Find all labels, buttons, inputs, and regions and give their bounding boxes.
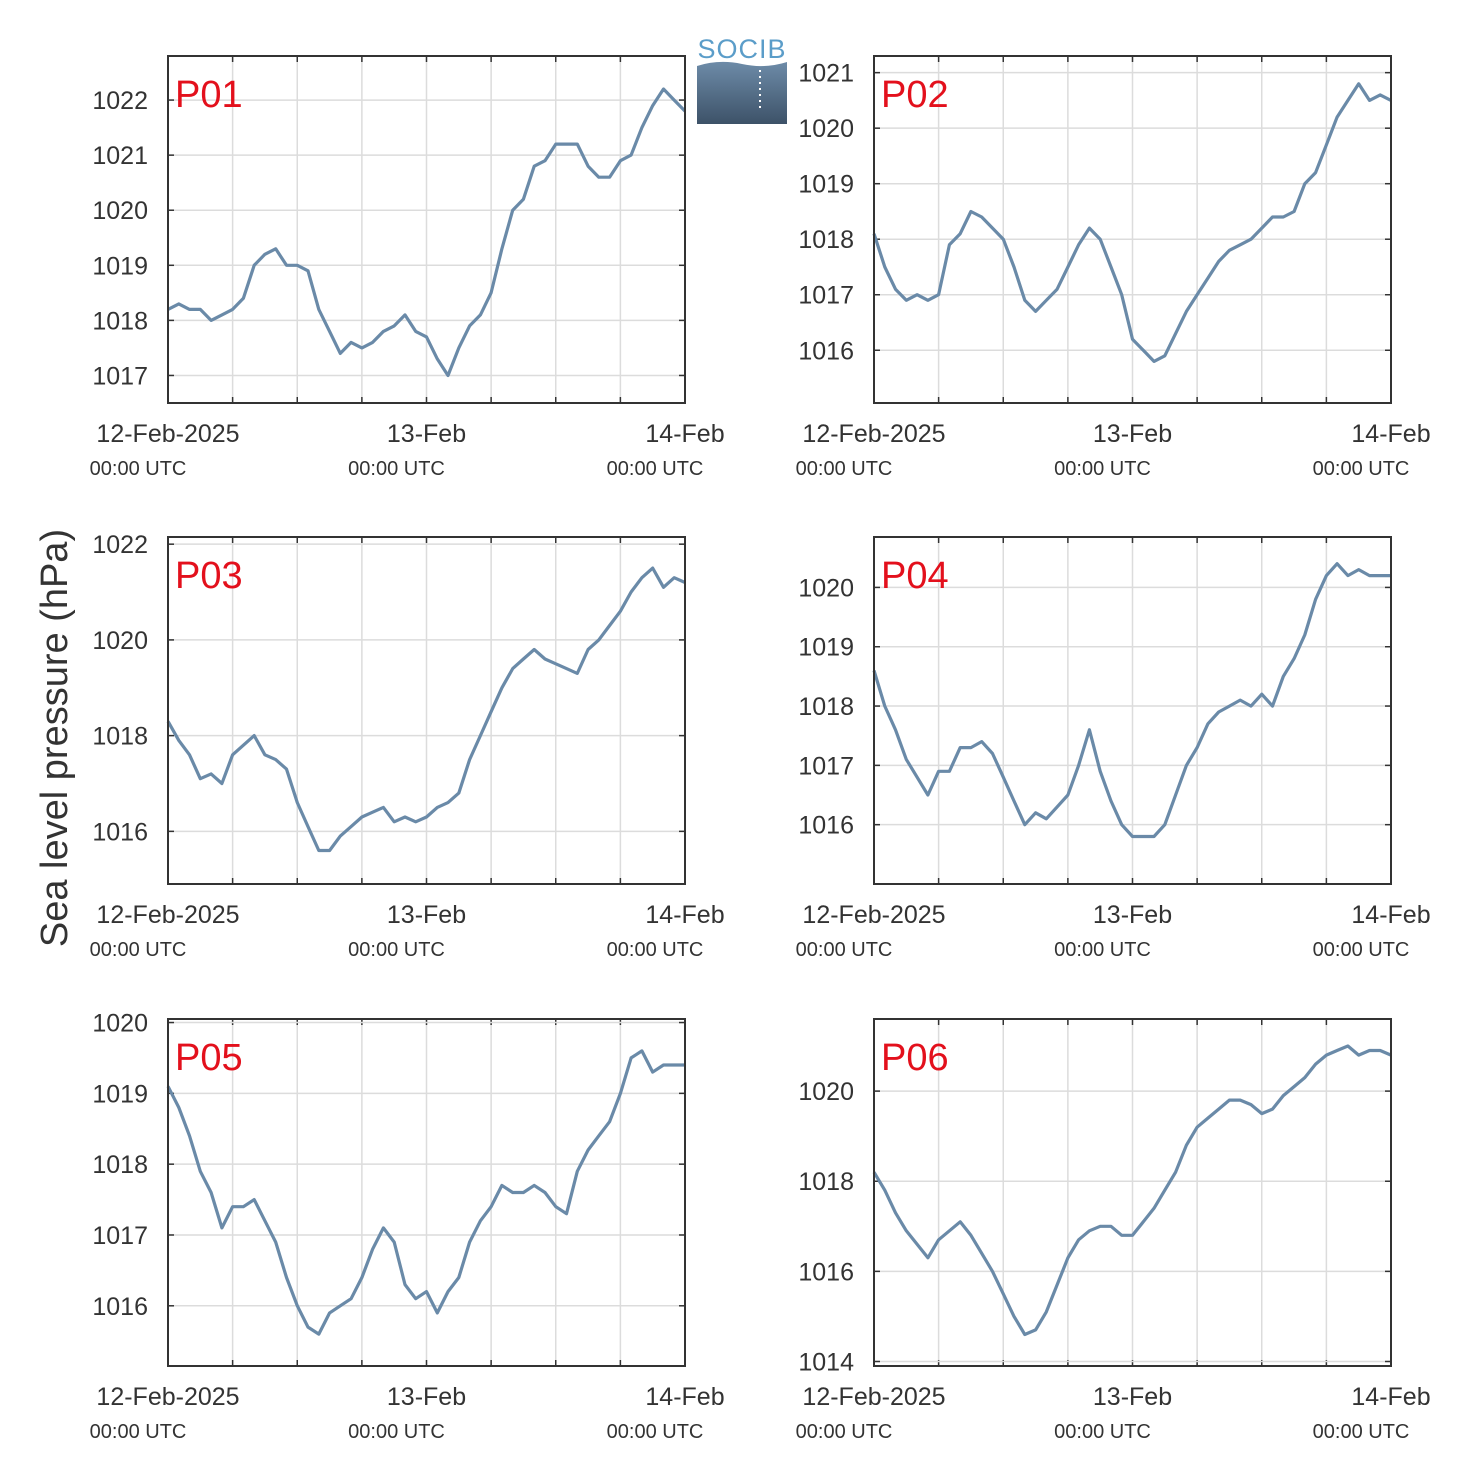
y-tick-label: 1018	[92, 723, 148, 751]
x-tick-label: 12-Feb-2025	[802, 1383, 945, 1411]
y-tick-label: 1021	[92, 142, 148, 170]
y-tick-label: 1019	[798, 634, 854, 662]
plot-frame	[167, 55, 686, 404]
y-tick-label: 1017	[92, 1222, 148, 1250]
x-tick-sublabel: 00:00 UTC	[607, 458, 704, 480]
x-tick-sublabel: 00:00 UTC	[796, 1421, 893, 1443]
x-tick-label: 14-Feb	[645, 901, 724, 929]
x-tick-label: 13-Feb	[1093, 1383, 1172, 1411]
panel-label: P02	[881, 74, 949, 116]
y-tick-label: 1018	[798, 693, 854, 721]
pressure-series-line	[872, 82, 1392, 363]
x-tick-sublabel: 00:00 UTC	[796, 458, 893, 480]
x-tick-label: 14-Feb	[1351, 901, 1430, 929]
y-tick-label: 1020	[798, 1078, 854, 1106]
x-tick-sublabel: 00:00 UTC	[90, 458, 187, 480]
panel-label: P04	[881, 555, 949, 597]
x-tick-sublabel: 00:00 UTC	[1054, 939, 1151, 961]
y-tick-label: 1018	[92, 1151, 148, 1179]
y-axis-label: Sea level pressure (hPa)	[34, 529, 76, 947]
x-tick-label: 12-Feb-2025	[802, 420, 945, 448]
y-tick-label: 1017	[92, 362, 148, 390]
panels: 1017 1018 1019 1020 1021 1022 12-Feb-2025 00:00…	[90, 55, 1431, 1443]
panel-p06: 1014 1016 1018 1020 12-Feb-2025 00:00 UTC 13-F…	[796, 1018, 1431, 1443]
y-tick-label: 1016	[798, 337, 854, 365]
y-tick-label: 1016	[92, 1293, 148, 1321]
x-tick-sublabel: 00:00 UTC	[1054, 458, 1151, 480]
x-tick-label: 14-Feb	[645, 420, 724, 448]
panel-label: P01	[175, 74, 243, 116]
x-tick-sublabel: 00:00 UTC	[348, 458, 445, 480]
logo-wave-icon	[697, 61, 787, 124]
y-tick-label: 1018	[798, 226, 854, 254]
y-tick-label: 1016	[798, 812, 854, 840]
x-tick-label: 12-Feb-2025	[96, 1383, 239, 1411]
x-tick-sublabel: 00:00 UTC	[348, 1421, 445, 1443]
y-tick-label: 1016	[798, 1258, 854, 1286]
x-tick-sublabel: 00:00 UTC	[1313, 458, 1410, 480]
y-tick-label: 1022	[92, 531, 148, 559]
x-tick-sublabel: 00:00 UTC	[1313, 1421, 1410, 1443]
x-tick-sublabel: 00:00 UTC	[796, 939, 893, 961]
x-tick-sublabel: 00:00 UTC	[1054, 1421, 1151, 1443]
y-tick-label: 1020	[798, 115, 854, 143]
y-tick-label: 1019	[92, 1080, 148, 1108]
panel-p05: 1016 1017 1018 1019 1020 12-Feb-2025 00:00 UTC…	[90, 1010, 725, 1443]
x-tick-label: 12-Feb-2025	[96, 901, 239, 929]
x-tick-label: 14-Feb	[645, 1383, 724, 1411]
y-tick-label: 1017	[798, 752, 854, 780]
x-tick-label: 13-Feb	[387, 420, 466, 448]
pressure-series-line	[166, 1049, 685, 1336]
x-tick-sublabel: 00:00 UTC	[607, 939, 704, 961]
x-tick-sublabel: 00:00 UTC	[1313, 939, 1410, 961]
y-tick-label: 1016	[92, 818, 148, 846]
y-tick-label: 1020	[92, 627, 148, 655]
y-tick-label: 1018	[92, 307, 148, 335]
socib-logo: SOCIB	[697, 34, 787, 126]
y-tick-label: 1019	[798, 171, 854, 199]
logo-text: SOCIB	[697, 34, 787, 64]
x-tick-label: 13-Feb	[1093, 901, 1172, 929]
panel-label: P05	[175, 1037, 243, 1079]
pressure-series-line	[166, 566, 686, 853]
x-tick-label: 13-Feb	[1093, 420, 1172, 448]
plot-frame	[167, 536, 686, 885]
panel-p02: 1016 1017 1018 1019 1020 1021 12-Feb-2025 00:00…	[796, 55, 1431, 480]
plot-frame	[873, 55, 1392, 404]
panel-p01: 1017 1018 1019 1020 1021 1022 12-Feb-2025 00:00…	[90, 55, 725, 480]
panel-label: P06	[881, 1037, 949, 1079]
x-tick-label: 13-Feb	[387, 1383, 466, 1411]
x-tick-sublabel: 00:00 UTC	[348, 939, 445, 961]
y-tick-label: 1017	[798, 282, 854, 310]
y-tick-label: 1020	[798, 574, 854, 602]
x-tick-label: 13-Feb	[387, 901, 466, 929]
pressure-series-line	[872, 1044, 1392, 1337]
plot-frame	[167, 1018, 686, 1367]
x-tick-sublabel: 00:00 UTC	[90, 1421, 187, 1443]
y-tick-label: 1019	[92, 252, 148, 280]
panel-p03: 1016 1018 1020 1022 12-Feb-2025 00:00 UTC 13-F…	[90, 531, 725, 961]
x-tick-label: 12-Feb-2025	[802, 901, 945, 929]
y-tick-label: 1021	[798, 60, 854, 88]
y-tick-label: 1018	[798, 1168, 854, 1196]
plot-frame	[873, 536, 1392, 885]
panel-p04: 1016 1017 1018 1019 1020 12-Feb-2025 00:00 UTC…	[796, 536, 1431, 961]
x-tick-label: 12-Feb-2025	[96, 420, 239, 448]
y-tick-label: 1020	[92, 197, 148, 225]
x-tick-sublabel: 00:00 UTC	[607, 1421, 704, 1443]
y-tick-label: 1014	[798, 1348, 854, 1376]
plot-frame	[873, 1018, 1392, 1367]
x-tick-label: 14-Feb	[1351, 420, 1430, 448]
y-tick-label: 1022	[92, 87, 148, 115]
panel-label: P03	[175, 555, 243, 597]
x-tick-label: 14-Feb	[1351, 1383, 1430, 1411]
y-tick-label: 1020	[92, 1010, 148, 1038]
pressure-series-line	[167, 87, 687, 378]
x-tick-sublabel: 00:00 UTC	[90, 939, 187, 961]
pressure-series-line	[872, 562, 1391, 839]
